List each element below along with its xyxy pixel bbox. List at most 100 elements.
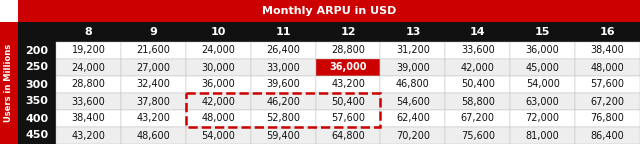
Text: 33,000: 33,000 bbox=[266, 62, 300, 72]
Bar bbox=[18, 42, 56, 144]
Text: 50,400: 50,400 bbox=[331, 96, 365, 107]
Bar bbox=[186, 76, 251, 93]
Bar bbox=[251, 59, 316, 76]
Bar bbox=[121, 110, 186, 127]
Text: 46,200: 46,200 bbox=[266, 96, 300, 107]
Bar bbox=[251, 76, 316, 93]
Text: 81,000: 81,000 bbox=[526, 130, 559, 141]
Bar bbox=[18, 0, 640, 22]
Text: 400: 400 bbox=[26, 113, 49, 124]
Bar bbox=[121, 59, 186, 76]
Bar bbox=[510, 127, 575, 144]
Text: 45,000: 45,000 bbox=[525, 62, 559, 72]
Text: 52,800: 52,800 bbox=[266, 113, 300, 124]
Text: 67,200: 67,200 bbox=[461, 113, 495, 124]
Bar bbox=[380, 76, 445, 93]
Text: 10: 10 bbox=[211, 27, 226, 37]
Bar bbox=[186, 127, 251, 144]
Bar bbox=[316, 59, 380, 76]
Text: 57,600: 57,600 bbox=[331, 113, 365, 124]
Bar bbox=[510, 76, 575, 93]
Bar bbox=[121, 127, 186, 144]
Text: 32,400: 32,400 bbox=[136, 79, 170, 90]
Text: 48,000: 48,000 bbox=[591, 62, 625, 72]
Text: 57,600: 57,600 bbox=[591, 79, 625, 90]
Text: 59,400: 59,400 bbox=[266, 130, 300, 141]
Bar bbox=[445, 42, 510, 59]
Text: 31,200: 31,200 bbox=[396, 46, 430, 55]
Text: 38,400: 38,400 bbox=[591, 46, 625, 55]
Text: 13: 13 bbox=[405, 27, 420, 37]
Text: 9: 9 bbox=[149, 27, 157, 37]
Bar bbox=[186, 93, 251, 110]
Bar bbox=[575, 42, 640, 59]
Bar bbox=[186, 110, 251, 127]
Bar bbox=[445, 93, 510, 110]
Text: 36,000: 36,000 bbox=[202, 79, 235, 90]
Text: 24,000: 24,000 bbox=[202, 46, 235, 55]
Bar bbox=[56, 110, 121, 127]
Text: 75,600: 75,600 bbox=[461, 130, 495, 141]
Text: 54,000: 54,000 bbox=[202, 130, 235, 141]
Bar bbox=[316, 42, 380, 59]
Bar bbox=[510, 42, 575, 59]
Bar bbox=[445, 59, 510, 76]
Text: 36,000: 36,000 bbox=[526, 46, 559, 55]
Bar bbox=[251, 42, 316, 59]
Text: 50,400: 50,400 bbox=[461, 79, 495, 90]
Text: 12: 12 bbox=[340, 27, 356, 37]
Bar bbox=[121, 76, 186, 93]
Text: 48,600: 48,600 bbox=[136, 130, 170, 141]
Text: 200: 200 bbox=[26, 46, 49, 55]
Bar bbox=[316, 127, 380, 144]
Bar bbox=[0, 0, 18, 22]
Bar bbox=[56, 42, 121, 59]
Bar bbox=[186, 93, 380, 127]
Bar bbox=[316, 110, 380, 127]
Bar bbox=[186, 42, 251, 59]
Text: 15: 15 bbox=[535, 27, 550, 37]
Bar bbox=[380, 59, 445, 76]
Bar bbox=[18, 22, 640, 42]
Bar bbox=[380, 110, 445, 127]
Bar bbox=[510, 110, 575, 127]
Bar bbox=[575, 127, 640, 144]
Text: 58,800: 58,800 bbox=[461, 96, 495, 107]
Bar bbox=[121, 42, 186, 59]
Bar bbox=[380, 93, 445, 110]
Bar bbox=[251, 127, 316, 144]
Bar bbox=[56, 127, 121, 144]
Text: 64,800: 64,800 bbox=[331, 130, 365, 141]
Text: 62,400: 62,400 bbox=[396, 113, 430, 124]
Text: 36,000: 36,000 bbox=[329, 62, 367, 72]
Text: 86,400: 86,400 bbox=[591, 130, 625, 141]
Bar bbox=[445, 127, 510, 144]
Text: 11: 11 bbox=[275, 27, 291, 37]
Text: 38,400: 38,400 bbox=[72, 113, 106, 124]
Bar bbox=[251, 93, 316, 110]
Text: 350: 350 bbox=[26, 96, 49, 107]
Text: 28,800: 28,800 bbox=[72, 79, 106, 90]
Bar bbox=[316, 76, 380, 93]
Bar bbox=[445, 110, 510, 127]
Text: Users in Millions: Users in Millions bbox=[4, 44, 13, 122]
Bar bbox=[575, 76, 640, 93]
Text: 27,000: 27,000 bbox=[136, 62, 170, 72]
Text: 46,800: 46,800 bbox=[396, 79, 430, 90]
Text: 39,000: 39,000 bbox=[396, 62, 430, 72]
Bar bbox=[575, 110, 640, 127]
Text: 42,000: 42,000 bbox=[202, 96, 235, 107]
Text: 19,200: 19,200 bbox=[72, 46, 106, 55]
Text: 43,200: 43,200 bbox=[72, 130, 106, 141]
Bar bbox=[445, 76, 510, 93]
Bar bbox=[510, 59, 575, 76]
Text: 54,600: 54,600 bbox=[396, 96, 430, 107]
Bar bbox=[575, 93, 640, 110]
Text: 33,600: 33,600 bbox=[72, 96, 106, 107]
Bar bbox=[380, 127, 445, 144]
Text: 33,600: 33,600 bbox=[461, 46, 495, 55]
Bar bbox=[0, 22, 18, 144]
Text: 26,400: 26,400 bbox=[266, 46, 300, 55]
Text: 72,000: 72,000 bbox=[525, 113, 559, 124]
Bar bbox=[56, 59, 121, 76]
